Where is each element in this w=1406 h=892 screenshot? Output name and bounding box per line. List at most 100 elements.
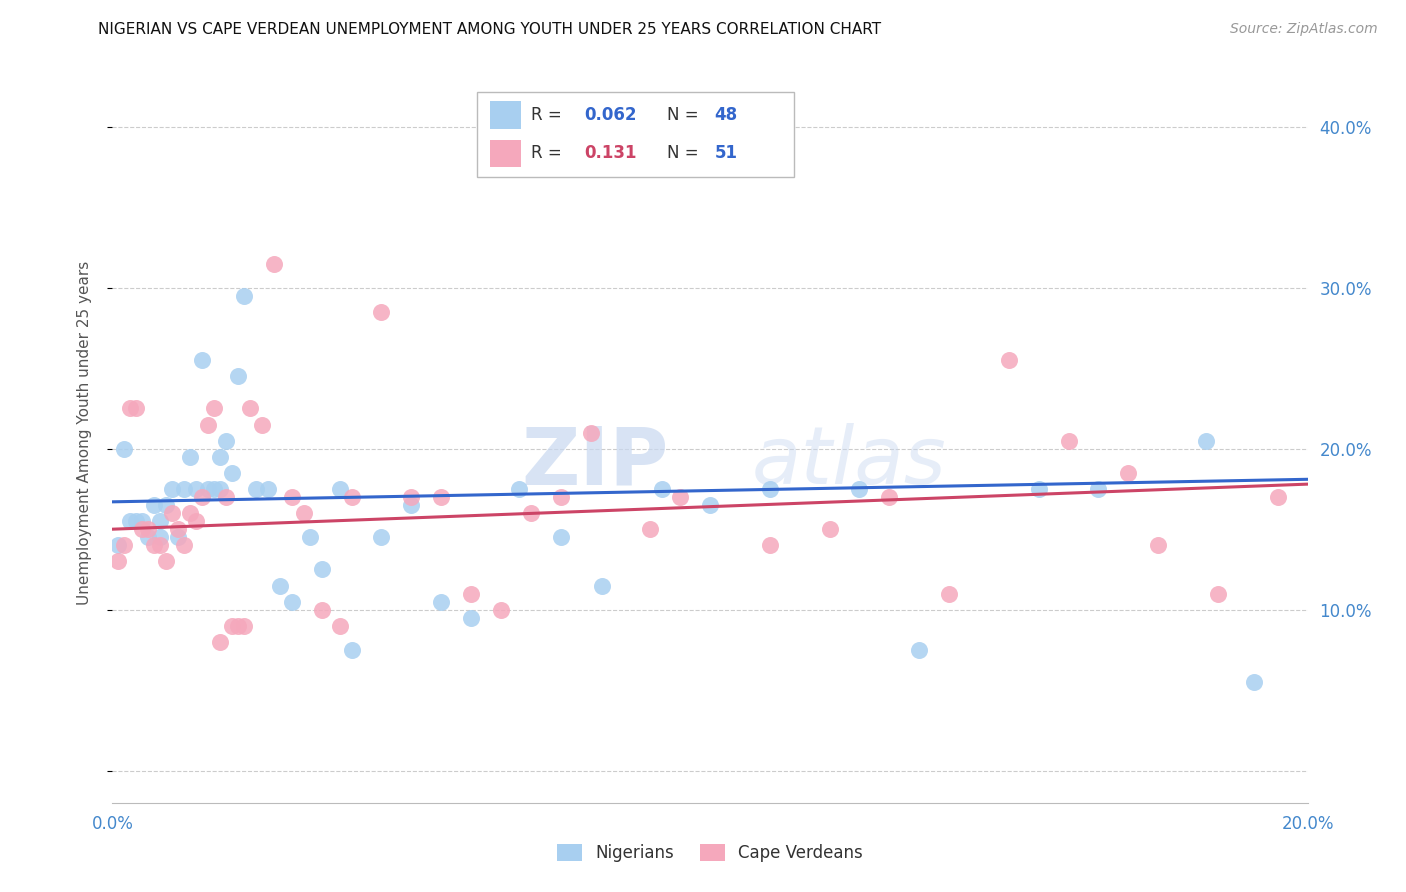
Point — [138, 530, 160, 544]
Point — [818, 522, 841, 536]
Point — [592, 578, 614, 592]
Point — [370, 305, 392, 319]
Point — [197, 482, 219, 496]
Point — [162, 482, 183, 496]
Point — [155, 498, 177, 512]
Point — [998, 353, 1021, 368]
Point — [699, 498, 721, 512]
Point — [340, 643, 363, 657]
Point — [1028, 482, 1050, 496]
Point — [125, 514, 148, 528]
Point — [640, 522, 662, 536]
Point — [239, 401, 262, 416]
Point — [167, 530, 190, 544]
Text: NIGERIAN VS CAPE VERDEAN UNEMPLOYMENT AMONG YOUTH UNDER 25 YEARS CORRELATION CHA: NIGERIAN VS CAPE VERDEAN UNEMPLOYMENT AM… — [98, 22, 882, 37]
Point — [221, 619, 243, 633]
Point — [370, 530, 392, 544]
Point — [908, 643, 931, 657]
Point — [233, 619, 256, 633]
Point — [759, 538, 782, 552]
Point — [173, 538, 195, 552]
Point — [107, 554, 129, 568]
Point — [202, 482, 225, 496]
Text: atlas: atlas — [752, 423, 946, 501]
Point — [669, 490, 692, 504]
Point — [120, 401, 142, 416]
Point — [579, 425, 602, 440]
Point — [197, 417, 219, 432]
Point — [489, 602, 512, 616]
Point — [879, 490, 901, 504]
Point — [114, 442, 135, 456]
Point — [114, 538, 135, 552]
Point — [209, 450, 232, 464]
Point — [1147, 538, 1170, 552]
Point — [215, 490, 238, 504]
Point — [226, 619, 249, 633]
Point — [125, 401, 148, 416]
Point — [107, 538, 129, 552]
Point — [209, 635, 232, 649]
Point — [1118, 466, 1140, 480]
Point — [938, 586, 960, 600]
Point — [149, 530, 172, 544]
Point — [191, 490, 214, 504]
Legend: Nigerians, Cape Verdeans: Nigerians, Cape Verdeans — [551, 837, 869, 869]
Point — [401, 490, 423, 504]
Point — [263, 257, 285, 271]
Point — [1195, 434, 1218, 448]
Point — [202, 401, 225, 416]
Point — [1206, 586, 1229, 600]
Point — [186, 482, 208, 496]
Point — [460, 610, 482, 624]
Point — [298, 530, 321, 544]
Point — [550, 530, 572, 544]
Point — [179, 506, 201, 520]
Point — [138, 522, 160, 536]
Point — [120, 514, 142, 528]
Point — [186, 514, 208, 528]
Point — [292, 506, 315, 520]
Point — [233, 289, 256, 303]
Point — [340, 490, 363, 504]
Point — [269, 578, 291, 592]
Point — [311, 562, 333, 576]
Point — [430, 490, 453, 504]
Point — [149, 514, 172, 528]
Point — [329, 482, 352, 496]
Point — [226, 369, 249, 384]
Point — [311, 602, 333, 616]
Text: ZIP: ZIP — [522, 423, 668, 501]
Point — [167, 522, 190, 536]
Point — [245, 482, 267, 496]
Point — [281, 490, 304, 504]
Point — [221, 466, 243, 480]
Point — [215, 434, 238, 448]
Point — [848, 482, 870, 496]
Point — [155, 554, 177, 568]
Point — [520, 506, 543, 520]
Point — [329, 619, 352, 633]
Point — [191, 353, 214, 368]
Point — [149, 538, 172, 552]
Point — [281, 594, 304, 608]
Point — [162, 506, 183, 520]
Point — [460, 586, 482, 600]
Point — [1243, 675, 1265, 690]
Point — [257, 482, 280, 496]
Point — [401, 498, 423, 512]
Point — [173, 482, 195, 496]
Point — [430, 594, 453, 608]
Point — [651, 482, 673, 496]
Point — [131, 514, 153, 528]
Point — [250, 417, 273, 432]
Point — [1057, 434, 1080, 448]
Point — [1087, 482, 1109, 496]
Point — [1267, 490, 1289, 504]
Point — [759, 482, 782, 496]
Point — [143, 498, 166, 512]
Point — [209, 482, 232, 496]
Point — [550, 490, 572, 504]
Y-axis label: Unemployment Among Youth under 25 years: Unemployment Among Youth under 25 years — [77, 260, 91, 605]
Point — [143, 538, 166, 552]
